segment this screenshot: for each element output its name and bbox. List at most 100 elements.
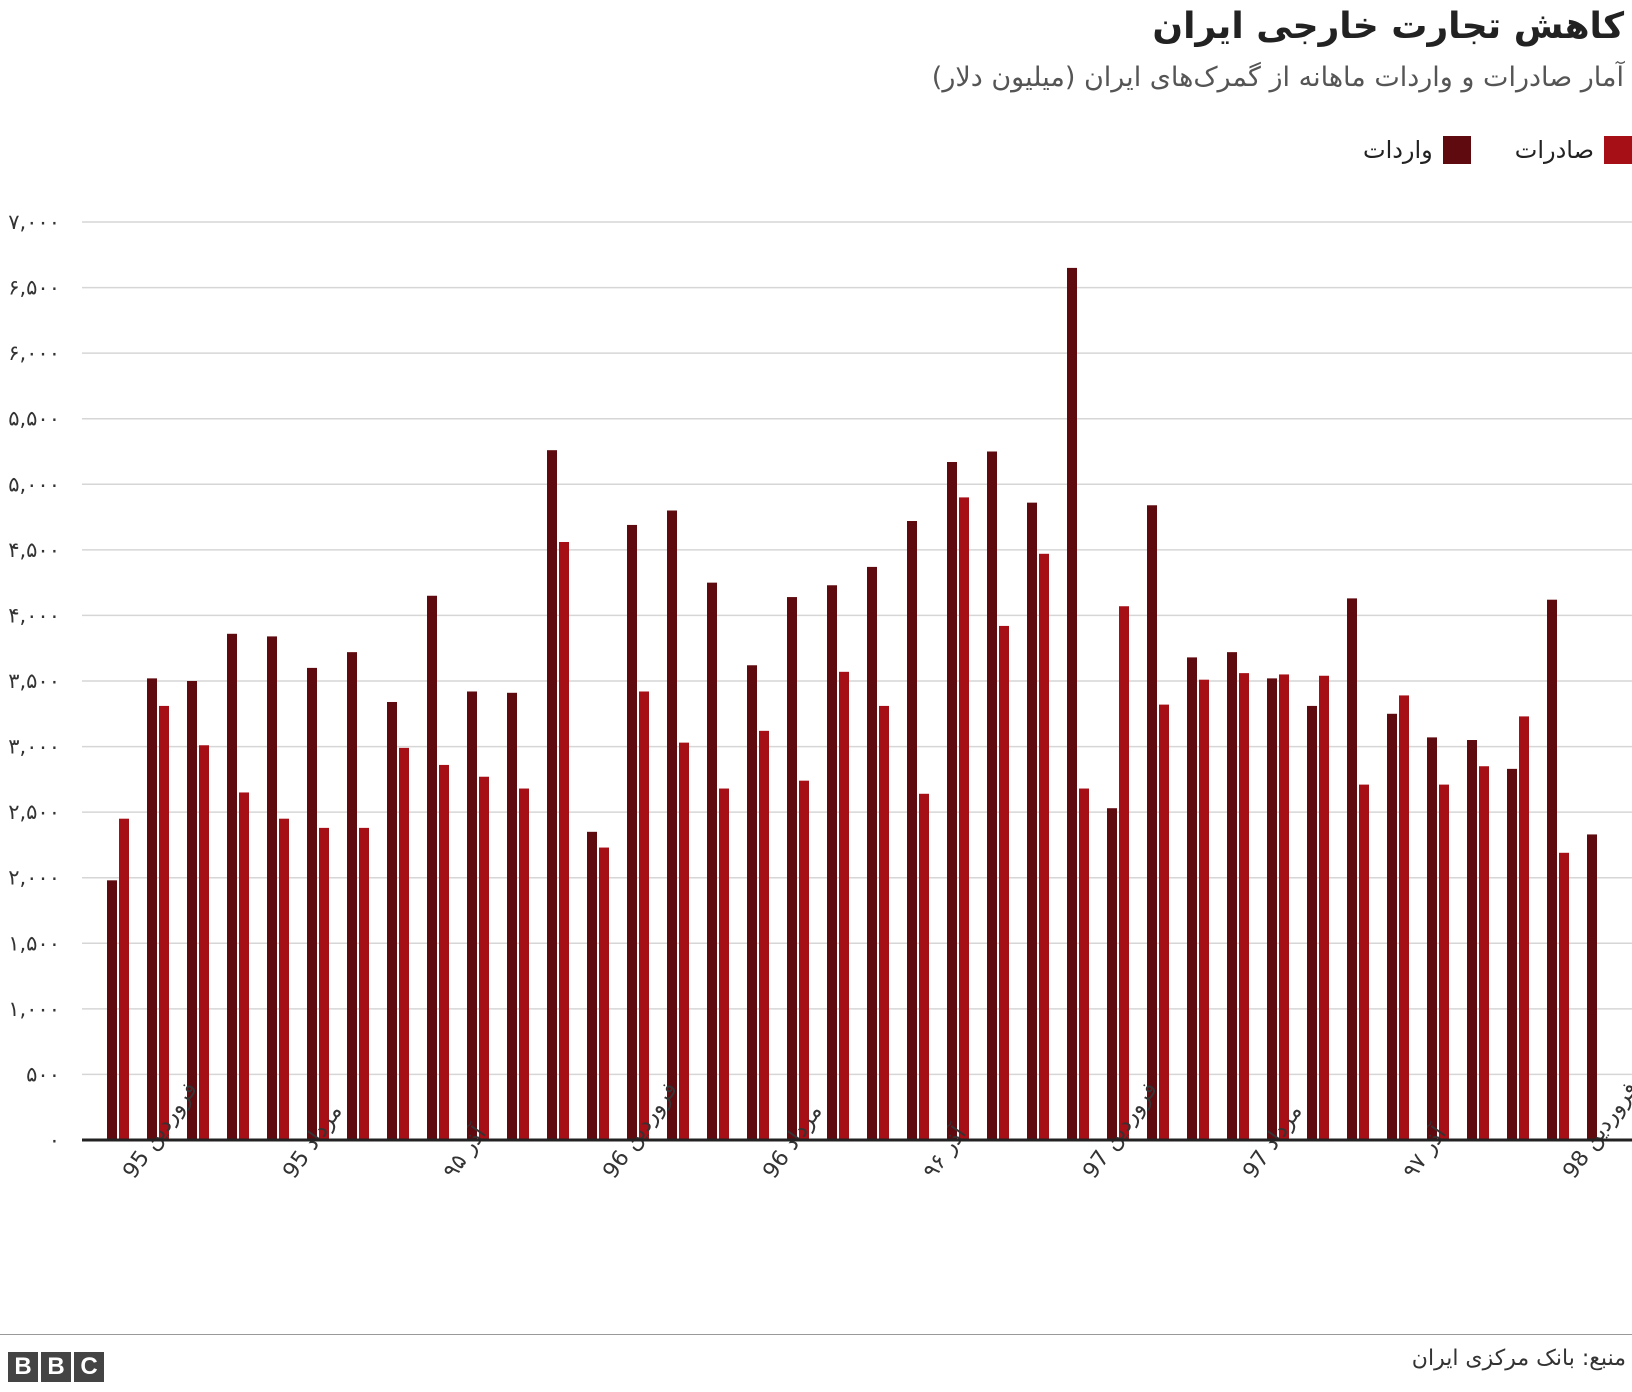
bar-imports xyxy=(347,652,357,1140)
bar-exports xyxy=(399,747,409,1140)
bar-imports xyxy=(1027,502,1037,1140)
bar-exports xyxy=(799,780,809,1140)
legend-item-imports: واردات xyxy=(1363,136,1471,164)
y-tick-label: ۵,۵۰۰ xyxy=(8,407,60,431)
legend-label-imports: واردات xyxy=(1362,136,1433,164)
bar-exports xyxy=(239,792,249,1140)
bar-imports xyxy=(1307,705,1317,1140)
bar-exports xyxy=(479,776,489,1140)
y-tick-label: ۰ xyxy=(49,1128,60,1152)
source-note: منبع: بانک مرکزی ایران xyxy=(1411,1346,1626,1371)
y-tick-label: ۲,۵۰۰ xyxy=(8,800,60,824)
bar-exports xyxy=(1119,606,1129,1140)
bar-imports xyxy=(787,597,797,1140)
bar-imports xyxy=(1147,505,1157,1141)
bar-imports xyxy=(187,681,197,1140)
bar-exports xyxy=(639,691,649,1140)
logo-letter: B xyxy=(41,1352,71,1382)
bar-imports xyxy=(1107,808,1117,1140)
y-tick-label: ۷,۰۰۰ xyxy=(8,210,60,234)
bar-exports xyxy=(1399,695,1409,1140)
bar-imports xyxy=(1427,737,1437,1140)
bbc-logo: B B C xyxy=(8,1352,104,1382)
bar-exports xyxy=(679,742,689,1140)
bar-imports xyxy=(907,521,917,1140)
bar-imports xyxy=(467,691,477,1140)
bar-imports xyxy=(1587,834,1597,1140)
bar-imports xyxy=(587,831,597,1140)
bar-imports xyxy=(507,692,517,1140)
bar-imports xyxy=(1187,657,1197,1140)
bar-exports xyxy=(919,793,929,1140)
bar-imports xyxy=(707,582,717,1140)
bar-imports xyxy=(1067,267,1077,1140)
bar-exports xyxy=(1039,553,1049,1140)
bar-imports xyxy=(387,701,397,1140)
chart-legend: صادرات واردات xyxy=(1363,136,1632,164)
bar-imports xyxy=(947,461,957,1140)
bar-exports xyxy=(1279,674,1289,1140)
bar-imports xyxy=(427,595,437,1140)
bar-imports xyxy=(147,678,157,1140)
bar-exports xyxy=(1079,788,1089,1140)
bar-chart: ۰ ۵۰۰ ۱,۰۰۰ ۱,۵۰۰ ۲,۰۰۰ ۲,۵۰۰ ۳,۰۰۰ ۳,۵۰۰ ۴,۰۰۰ ۴… xyxy=(8,210,1632,1183)
bar-exports xyxy=(1359,784,1369,1140)
bar-imports xyxy=(827,585,837,1140)
bar-exports xyxy=(959,497,969,1140)
bar-imports xyxy=(307,667,317,1140)
bar-exports xyxy=(319,827,329,1140)
bar-exports xyxy=(1199,679,1209,1140)
y-axis-labels: ۰ ۵۰۰ ۱,۰۰۰ ۱,۵۰۰ ۲,۰۰۰ ۲,۵۰۰ ۳,۰۰۰ ۳,۵۰۰ ۴,۰۰۰ ۴… xyxy=(8,210,60,1152)
y-tick-label: ۳,۵۰۰ xyxy=(8,669,60,693)
bar-exports xyxy=(439,764,449,1140)
bar-imports xyxy=(747,665,757,1140)
bar-exports xyxy=(1159,704,1169,1140)
y-tick-label: ۱,۵۰۰ xyxy=(8,931,60,955)
legend-swatch-exports xyxy=(1604,136,1632,164)
gridlines xyxy=(82,221,1632,1076)
bar-imports xyxy=(547,450,557,1140)
bar-exports xyxy=(159,705,169,1140)
bar-imports xyxy=(627,524,637,1140)
bar-exports xyxy=(119,818,129,1140)
bar-exports xyxy=(719,788,729,1140)
y-tick-label: ۵,۰۰۰ xyxy=(8,472,60,496)
y-tick-label: ۵۰۰ xyxy=(26,1062,60,1086)
bar-imports xyxy=(1467,740,1477,1140)
y-tick-label: ۶,۰۰۰ xyxy=(8,341,60,365)
bar-imports xyxy=(1267,678,1277,1140)
bar-exports xyxy=(1439,784,1449,1140)
bar-exports xyxy=(1319,675,1329,1140)
bar-exports xyxy=(839,671,849,1140)
bar-imports xyxy=(227,633,237,1140)
bar-exports xyxy=(599,847,609,1140)
y-tick-label: ۴,۰۰۰ xyxy=(8,603,60,627)
chart-title: کاهش تجارت خارجی ایران xyxy=(1152,6,1624,47)
y-tick-label: ۲,۰۰۰ xyxy=(8,866,60,890)
bar-exports xyxy=(279,818,289,1140)
bar-imports xyxy=(867,566,877,1140)
logo-letter: B xyxy=(8,1352,38,1382)
bars xyxy=(107,267,1597,1141)
bar-imports xyxy=(1227,652,1237,1140)
bar-imports xyxy=(267,636,277,1140)
bar-exports xyxy=(1519,716,1529,1140)
bar-imports xyxy=(1347,598,1357,1140)
bar-imports xyxy=(667,510,677,1140)
bar-exports xyxy=(199,745,209,1140)
bar-imports xyxy=(1547,599,1557,1140)
y-tick-label: ۱,۰۰۰ xyxy=(8,997,60,1021)
bar-imports xyxy=(1507,768,1517,1140)
bar-exports xyxy=(1479,766,1489,1140)
y-tick-label: ۳,۰۰۰ xyxy=(8,735,60,759)
bar-exports xyxy=(519,788,529,1140)
y-tick-label: ۴,۵۰۰ xyxy=(8,538,60,562)
bar-exports xyxy=(559,541,569,1140)
logo-letter: C xyxy=(74,1352,104,1382)
footer-divider xyxy=(0,1334,1632,1335)
bar-imports xyxy=(107,880,117,1140)
bar-imports xyxy=(987,451,997,1140)
bar-imports xyxy=(1387,713,1397,1140)
legend-label-exports: صادرات xyxy=(1514,136,1594,164)
chart-subtitle: آمار صادرات و واردات ماهانه از گمرک‌های … xyxy=(931,62,1624,93)
